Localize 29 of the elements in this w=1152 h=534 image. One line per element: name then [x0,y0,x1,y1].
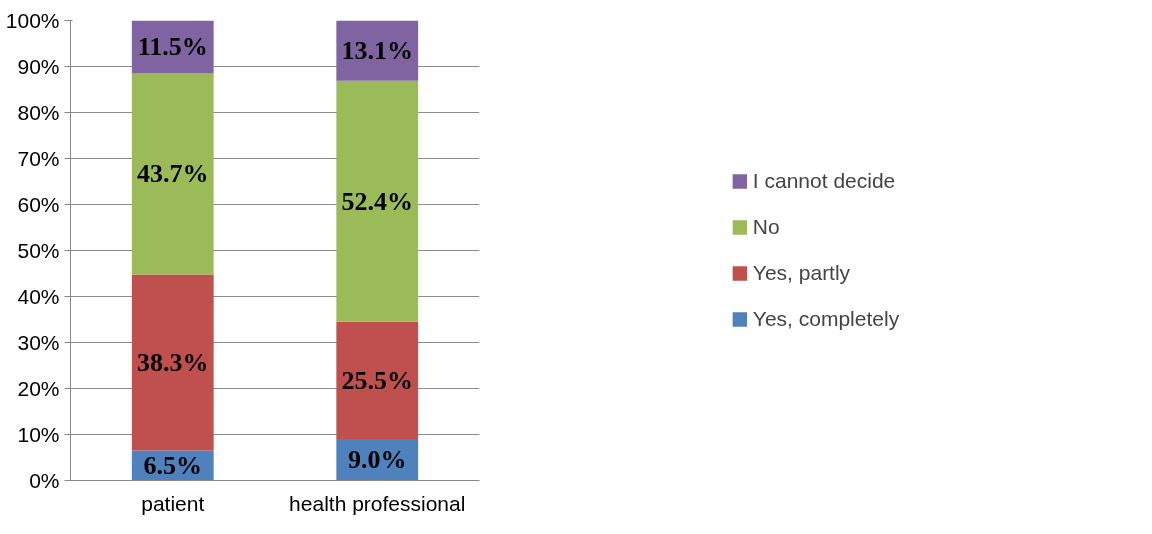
y-tick-label: 20% [17,377,60,400]
legend-label: Yes, partly [752,261,851,285]
y-tick-label: 30% [17,331,60,354]
y-tick-label: 50% [17,239,60,262]
bar [131,73,214,275]
bar [131,274,214,451]
y-tick-label: 80% [17,101,60,124]
data-label: 52.4% [341,186,413,216]
y-tick-label: 60% [17,193,60,216]
legend-label: Yes, completely [752,307,900,331]
y-tick-label: 100% [5,9,60,32]
data-label: 6.5% [143,451,202,481]
y-tick-label: 0% [29,469,60,492]
x-tick-label: patient [141,491,205,515]
bar [336,80,419,322]
data-label: 13.1% [341,36,413,66]
legend-label: No [752,215,780,239]
data-label: 38.3% [137,348,209,378]
data-label: 43.7% [137,159,209,189]
x-tick-label: health professional [289,491,466,515]
y-tick-label: 40% [17,285,60,308]
data-label: 9.0% [348,445,407,475]
y-tick-label: 70% [17,147,60,170]
legend-label: I cannot decide [752,169,896,193]
bar [336,321,419,440]
data-label: 11.5% [137,32,208,62]
y-tick-label: 10% [17,423,60,446]
data-label: 25.5% [341,365,413,395]
y-tick-label: 90% [17,55,60,78]
